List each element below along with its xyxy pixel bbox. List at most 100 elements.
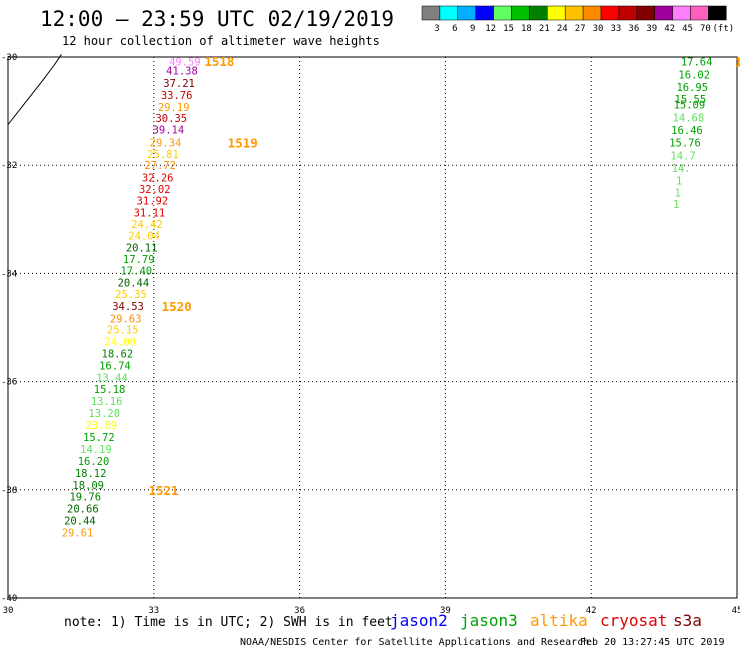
swh-value: 29.34 (150, 137, 182, 149)
grid-lines (8, 57, 737, 598)
colorbar-legend: 3 6 9 12 15 18 21 24 27 30 33 36 39 42 45 70 (ft) (421, 5, 735, 34)
x-tick-label: 33 (148, 606, 159, 616)
swh-value: 19.76 (69, 491, 101, 503)
y-tick-label: -34 (1, 269, 17, 279)
footer-timestamp: Feb 20 13:27:45 UTC 2019 (580, 637, 725, 648)
swh-value: 18.62 (102, 348, 134, 360)
swh-value: 16.02 (678, 69, 710, 81)
swh-value: 16.95 (676, 82, 708, 94)
swh-value: 29.63 (110, 313, 142, 325)
coastline-line (7, 54, 62, 125)
coastline (7, 54, 62, 125)
plot-area: 30 33 36 39 42 45 -30 -32 -34 -36 -38 -40 49.5941.3… (1, 53, 740, 616)
swh-value: 13.44 (96, 372, 128, 384)
swh-value: 15.18 (94, 384, 126, 396)
swh-value: 29.19 (158, 102, 190, 114)
colorbar-swatch (618, 5, 638, 21)
colorbar-label: 33 (611, 24, 622, 34)
colorbar-label: 3 (434, 24, 439, 34)
plot-frame (7, 56, 738, 599)
colorbar-label: 30 (593, 24, 604, 34)
swh-value: 13.16 (91, 396, 123, 408)
swh-value: 14.19 (80, 444, 112, 456)
x-tick-label: 36 (294, 606, 305, 616)
axis-ticks: 30 33 36 39 42 45 -30 -32 -34 -36 -38 -40 (1, 53, 740, 616)
swh-value: 17.79 (123, 254, 155, 266)
swh-value: 1 (673, 199, 679, 211)
swh-value: 15.72 (83, 432, 115, 444)
y-tick-label: -38 (1, 486, 17, 496)
swh-value: 18.12 (75, 468, 107, 480)
y-tick-label: -40 (1, 594, 17, 604)
colorbar-label: 27 (575, 24, 586, 34)
swh-value: 27.72 (144, 160, 176, 172)
swh-value: 32.26 (142, 173, 174, 185)
swh-value: 23.89 (86, 420, 118, 432)
swh-value: 20.44 (118, 278, 150, 290)
colorbar-label: 45 (682, 24, 693, 34)
colorbar-swatch (654, 5, 673, 21)
pass-number: 1520 (162, 299, 192, 314)
colorbar-label: 15 (503, 24, 514, 34)
pass-labels: 1518 1519 1520 1521 1 (148, 54, 740, 498)
y-tick-label: -32 (1, 161, 17, 171)
footer-credit: NOAA/NESDIS Center for Satellite Applica… (240, 637, 589, 648)
colorbar-label: 36 (628, 24, 639, 34)
colorbar-label: 6 (452, 24, 457, 34)
swh-value: 25.81 (147, 149, 179, 161)
colorbar-swatch (457, 5, 476, 21)
satellite-altika: altika (530, 611, 588, 630)
colorbar-swatch (439, 5, 459, 21)
colorbar-label: 18 (521, 24, 532, 34)
swh-value: 32.02 (139, 184, 171, 196)
colorbar-swatch (511, 5, 530, 21)
swh-value: 41.38 (166, 66, 198, 78)
swh-value: 24.04 (128, 231, 160, 243)
colorbar-swatch (636, 5, 655, 21)
swh-value: 1 (676, 175, 682, 187)
swh-value: 39.14 (153, 124, 185, 136)
colorbar-label: 12 (485, 24, 496, 34)
swh-value: 14.68 (673, 113, 705, 125)
swh-value: 16.74 (99, 360, 131, 372)
swh-value: 18.09 (72, 480, 104, 492)
pass-number: 1 (735, 54, 740, 69)
colorbar-label: 21 (539, 24, 550, 34)
swh-value: 20.44 (64, 516, 96, 528)
colorbar-label: 24 (557, 24, 568, 34)
colorbar-swatch (600, 5, 620, 21)
x-tick-label: 30 (3, 606, 14, 616)
colorbar-swatch (421, 5, 441, 21)
colorbar-label: 70 (700, 24, 711, 34)
swh-value: 14. (672, 163, 691, 175)
colorbar-swatch (690, 5, 709, 21)
satellite-jason2: jason2 (390, 611, 448, 630)
footer-note: note: 1) Time is in UTC; 2) SWH is in fe… (64, 615, 393, 630)
colorbar-swatch (547, 5, 566, 21)
swh-value: 29.61 (62, 528, 94, 540)
satellite-cryosat: cryosat (600, 611, 667, 630)
swh-value: 14.7 (670, 150, 695, 162)
y-tick-label: -36 (1, 378, 17, 388)
colorbar-label: (ft) (713, 24, 735, 34)
swh-value: 33.76 (161, 90, 193, 102)
swh-value: 34.53 (112, 301, 144, 313)
swh-value: 16.46 (671, 125, 703, 137)
y-tick-label: -30 (1, 53, 17, 63)
colorbar-swatch (708, 5, 727, 21)
x-tick-label: 45 (732, 606, 740, 616)
swh-value: 24.00 (104, 337, 136, 349)
chart-subtitle: 12 hour collection of altimeter wave hei… (62, 34, 380, 48)
chart-title: 12:00 — 23:59 UTC 02/19/2019 (40, 7, 394, 31)
pass-number: 1518 (204, 54, 234, 69)
swh-value: 49.59 (169, 56, 201, 68)
colorbar-swatch (529, 5, 548, 21)
swh-value: 17.40 (120, 266, 152, 278)
satellite-s3a: s3a (673, 611, 702, 630)
colorbar-label: 42 (664, 24, 675, 34)
swh-value: 13.20 (88, 408, 120, 420)
colorbar-swatch (475, 5, 494, 21)
swh-value: 25.15 (107, 325, 139, 337)
pass-number: 1519 (228, 135, 258, 150)
